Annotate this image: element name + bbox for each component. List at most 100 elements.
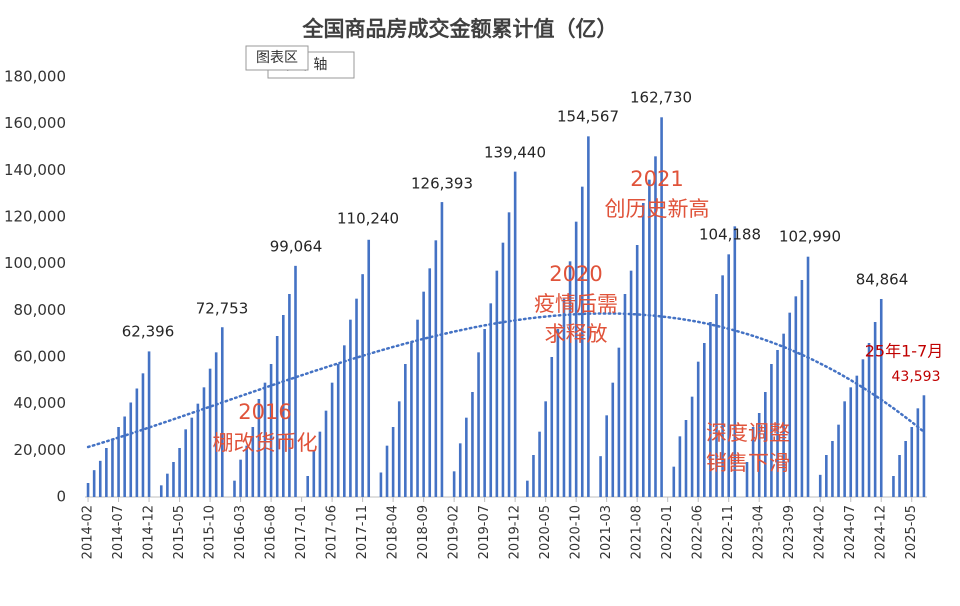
annotation: 162,730 [630, 89, 692, 107]
annotation: 棚改货币化 [213, 431, 318, 455]
x-tick-label: 2023-04 [752, 505, 767, 559]
bar [312, 450, 316, 497]
bar [178, 448, 181, 497]
y-tick-label: 180,000 [4, 68, 66, 86]
bar [465, 417, 468, 497]
y-tick-label: 0 [56, 488, 66, 506]
x-tick-label: 2022-11 [721, 505, 736, 559]
bar [831, 441, 834, 497]
annotation: 110,240 [337, 210, 399, 228]
x-tick-label: 2024-07 [843, 505, 858, 559]
annotation: 84,864 [856, 271, 909, 289]
bar [623, 294, 627, 497]
bar [422, 291, 425, 497]
bar [135, 388, 139, 497]
x-tick-label: 2014-07 [111, 505, 126, 559]
y-tick-label: 80,000 [14, 301, 67, 319]
bar [641, 203, 645, 497]
bar [556, 329, 560, 497]
bar [410, 343, 413, 497]
bar [239, 459, 242, 497]
bar [166, 473, 169, 497]
bar [355, 298, 358, 497]
bar [843, 401, 846, 497]
x-tick-label: 2021-08 [630, 505, 645, 559]
bar [196, 403, 200, 497]
annotation: 102,990 [779, 228, 841, 246]
bar [458, 443, 462, 497]
bar [648, 179, 651, 497]
annotation: 126,393 [411, 175, 473, 193]
bar [324, 410, 328, 497]
bar [916, 408, 920, 497]
bar [233, 480, 236, 497]
y-tick-label: 20,000 [14, 441, 67, 459]
annotation: 99,064 [270, 238, 323, 256]
chart-title: 全国商品房成交金额累计值（亿） [302, 17, 618, 41]
bar [660, 117, 663, 498]
bar [532, 455, 535, 497]
bar [147, 351, 151, 497]
bar [849, 387, 853, 497]
bar [873, 322, 877, 497]
bar [483, 329, 486, 497]
bar [751, 427, 755, 497]
bar [861, 359, 865, 497]
x-tick-label: 2022-01 [660, 505, 675, 559]
bar [764, 392, 767, 497]
bar [184, 429, 187, 497]
y-tick-label: 60,000 [14, 348, 67, 366]
bar [275, 336, 279, 497]
annotation: 25年1-7月 [865, 342, 944, 361]
bar [495, 270, 499, 497]
x-tick-label: 2017-06 [325, 505, 340, 559]
bar [800, 280, 804, 497]
bar [770, 364, 773, 497]
bar [733, 226, 737, 498]
trend-line [86, 312, 926, 449]
x-tick-label: 2023-09 [782, 505, 797, 559]
bar [709, 322, 712, 497]
x-tick-label: 2021-03 [599, 505, 614, 559]
bar [672, 466, 676, 497]
bar [111, 438, 114, 497]
annotation: 104,188 [699, 226, 761, 244]
bar [172, 462, 175, 497]
annotation: 深度调整 [706, 421, 790, 445]
bar [434, 240, 438, 498]
bar [678, 436, 682, 497]
y-tick-label: 160,000 [4, 114, 66, 132]
bar [825, 455, 828, 497]
x-tick-label: 2022-06 [691, 505, 706, 559]
bar [526, 480, 529, 497]
tooltip: 图表区 [256, 50, 298, 66]
bar [141, 373, 145, 497]
bar [745, 462, 749, 497]
x-tick-label: 2018-09 [416, 505, 431, 559]
bar [587, 136, 590, 497]
bar [574, 221, 578, 497]
y-tick-label: 100,000 [4, 254, 66, 272]
bar [349, 319, 352, 497]
bar [306, 476, 310, 497]
x-tick-label: 2019-07 [477, 505, 492, 559]
bar [245, 445, 248, 497]
bar [159, 485, 163, 497]
bar [92, 470, 96, 497]
bar [294, 265, 297, 497]
x-tick-label: 2025-05 [904, 505, 919, 559]
bar [580, 186, 584, 497]
bar [416, 319, 419, 497]
bar [220, 327, 224, 497]
annotation: 销售下滑 [706, 451, 790, 475]
bar [788, 312, 792, 497]
bar [214, 352, 218, 497]
bar [855, 375, 859, 497]
bar [361, 274, 364, 497]
bar [513, 171, 517, 497]
x-tick-label: 2017-01 [294, 505, 309, 559]
bar [690, 396, 694, 497]
bar [367, 239, 371, 498]
